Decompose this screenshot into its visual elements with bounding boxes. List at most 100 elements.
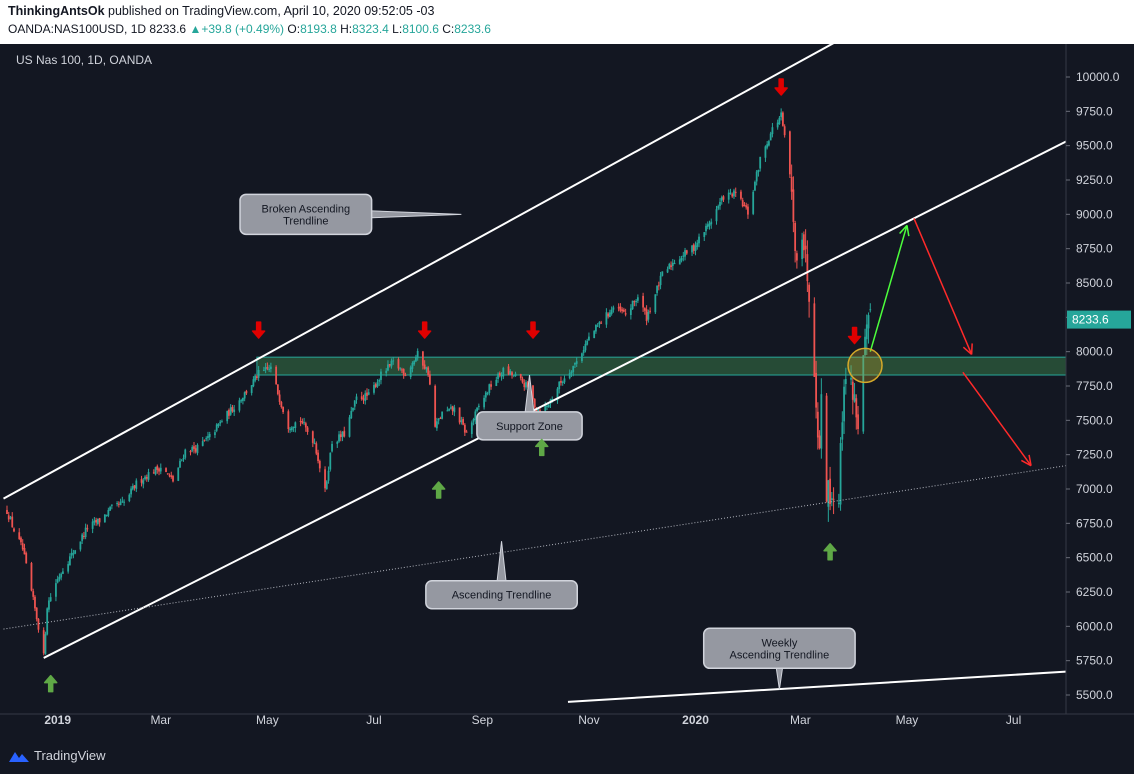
candle-body <box>366 392 368 396</box>
candle-body <box>350 411 353 418</box>
candle-body <box>862 355 865 432</box>
candle-body <box>490 384 492 387</box>
candle-body <box>547 404 550 408</box>
candle-body <box>21 543 24 550</box>
candle-body <box>526 382 529 387</box>
price-tick-label: 9750.0 <box>1076 104 1113 118</box>
chart-header: ThinkingAntsOk published on TradingView.… <box>0 0 1134 44</box>
candle-body <box>23 547 26 555</box>
candle-body <box>808 284 811 302</box>
candle-body <box>745 205 748 208</box>
candle-body <box>472 418 475 422</box>
candle-body <box>109 507 112 511</box>
callout-label-line: Trendline <box>283 215 328 227</box>
candle-body <box>226 411 229 422</box>
projection-up-arrow <box>869 225 908 352</box>
candle-body <box>58 576 61 580</box>
candle-body <box>850 377 852 380</box>
candle-body <box>743 204 746 207</box>
candle-body <box>278 394 281 402</box>
candle-body <box>67 564 70 572</box>
candle-body <box>802 234 805 251</box>
candle-body <box>830 498 833 501</box>
candle-body <box>353 400 356 407</box>
chart-area[interactable]: Broken Ascending Trendline Support Zone Asc… <box>0 44 1134 737</box>
tradingview-brand[interactable]: TradingView <box>34 748 106 763</box>
publication-line: ThinkingAntsOk published on TradingView.… <box>8 4 434 18</box>
candle-body <box>715 209 718 222</box>
callout-label: Support Zone <box>496 421 563 433</box>
candle-body <box>710 221 713 225</box>
candle-body <box>32 591 35 597</box>
author-name[interactable]: ThinkingAntsOk <box>8 4 105 18</box>
candle-body <box>622 309 625 312</box>
red-down-arrow-icon <box>417 321 432 339</box>
candle-body <box>656 285 658 293</box>
candle-body <box>502 367 505 377</box>
ohlc-line: OANDA:NAS100USD, 1D 8233.6 ▲+39.8 (+0.49… <box>8 22 491 36</box>
candle-body <box>703 232 706 237</box>
candle-body <box>671 262 674 267</box>
price-tick-label: 5500.0 <box>1076 688 1113 702</box>
candle-body <box>341 431 344 437</box>
candle-body <box>696 242 699 247</box>
candle-body <box>182 458 185 460</box>
close-value: 8233.6 <box>454 22 491 36</box>
candle-body <box>69 556 71 566</box>
price-tick-label: 9000.0 <box>1076 207 1113 221</box>
candle-body <box>815 372 818 408</box>
candle-body <box>299 420 302 422</box>
candle-body <box>376 382 379 387</box>
price-chart[interactable]: Broken Ascending Trendline Support Zone Asc… <box>0 44 1134 737</box>
candle-body <box>20 537 22 543</box>
candle-body <box>780 112 783 118</box>
candle-body <box>839 443 842 505</box>
price-tick-label: 10000.0 <box>1076 70 1120 84</box>
candle-body <box>166 473 169 475</box>
candle-body <box>294 422 297 428</box>
candle-body <box>708 223 711 226</box>
candle-body <box>734 191 737 193</box>
candle-body <box>364 393 367 402</box>
candle-body <box>374 384 377 388</box>
callout-box <box>425 579 578 610</box>
candle-body <box>255 376 258 379</box>
candle-body <box>42 630 45 654</box>
candle-body <box>610 309 613 314</box>
tradingview-logo-icon[interactable] <box>8 749 30 763</box>
green-arrow-shape <box>43 674 58 693</box>
candle-body <box>165 468 167 472</box>
candle-body <box>764 146 767 158</box>
candle-body <box>402 369 405 376</box>
candle-body <box>25 553 28 564</box>
open-label: O: <box>287 22 301 36</box>
candle-body <box>586 340 589 345</box>
annotation-callout: Broken Ascending Trendline <box>239 193 462 236</box>
candle-body <box>62 571 64 574</box>
candle-body <box>600 322 603 324</box>
candle-body <box>843 386 845 422</box>
candle-body <box>339 434 342 438</box>
time-tick-label: Sep <box>472 713 494 727</box>
candle-body <box>135 480 138 489</box>
callout-box <box>702 627 856 670</box>
candle-body <box>37 618 40 630</box>
candle-body <box>561 381 564 383</box>
candle-body <box>477 405 480 408</box>
candle-body <box>680 257 683 261</box>
candle-body <box>275 366 278 385</box>
projection-down-arrow-head <box>1020 459 1032 467</box>
candle-body <box>409 367 412 377</box>
candle-body <box>336 441 339 444</box>
candle-body <box>794 222 797 251</box>
green-arrow-shape <box>534 438 549 457</box>
candle-body <box>289 428 291 431</box>
candle-body <box>60 573 63 578</box>
candle-body <box>621 309 624 312</box>
candle-body <box>570 371 573 374</box>
candle-body <box>266 366 269 369</box>
candle-body <box>360 396 363 400</box>
candle-body <box>851 381 854 400</box>
candle-body <box>203 439 206 441</box>
candle-body <box>86 528 89 530</box>
